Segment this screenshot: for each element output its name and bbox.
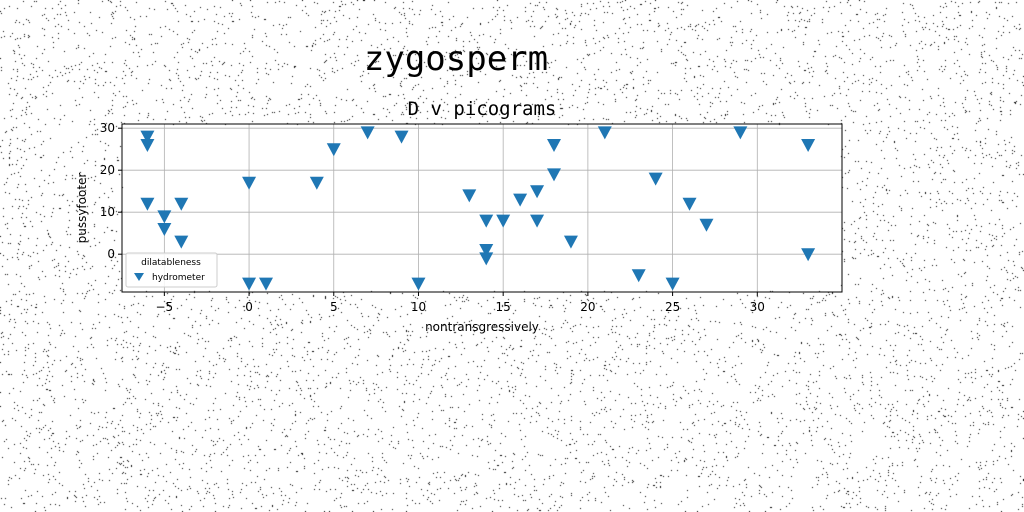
- y-tick-label: 10: [100, 205, 115, 219]
- grid-lines: [122, 124, 842, 292]
- data-point: [631, 269, 646, 283]
- data-point: [479, 214, 494, 228]
- data-point: [563, 235, 578, 249]
- chart-title: D v picograms: [408, 98, 557, 120]
- data-point: [157, 223, 172, 236]
- data-point: [597, 126, 612, 140]
- data-point: [326, 143, 341, 157]
- data-point: [174, 197, 189, 211]
- legend-title: dilatableness: [141, 258, 201, 268]
- x-tick-label: 30: [750, 300, 765, 314]
- data-point: [801, 248, 816, 262]
- data-point: [242, 277, 257, 291]
- data-point: [174, 235, 189, 249]
- legend: dilatableness hydrometer: [125, 252, 218, 288]
- data-point: [733, 126, 748, 140]
- data-point: [530, 214, 545, 228]
- data-point: [648, 172, 663, 186]
- data-points: [140, 126, 816, 291]
- data-point: [462, 189, 477, 203]
- plot-frame: [121, 123, 843, 293]
- data-point: [665, 277, 680, 291]
- data-point: [140, 197, 155, 211]
- data-point: [140, 130, 155, 144]
- data-point: [411, 277, 426, 291]
- data-point: [699, 218, 714, 232]
- axis-ticks: −5 0 5 10 15 20 25 30 0 10 20 30: [100, 121, 765, 314]
- data-point: [513, 193, 528, 207]
- data-point: [479, 252, 494, 266]
- data-point: [496, 214, 511, 228]
- x-tick-label: 15: [496, 300, 511, 314]
- x-tick-label: 20: [580, 300, 595, 314]
- legend-box: [125, 252, 218, 288]
- data-point: [360, 126, 375, 140]
- data-point: [259, 277, 273, 291]
- x-tick-label: 0: [245, 300, 253, 314]
- x-tick-label: −5: [156, 300, 174, 314]
- data-point: [140, 139, 155, 152]
- legend-entry-label: hydrometer: [152, 273, 205, 283]
- y-tick-label: 0: [107, 247, 115, 261]
- x-tick-label: 10: [411, 300, 426, 314]
- data-point: [547, 168, 561, 182]
- data-point: [801, 139, 816, 152]
- y-tick-label: 20: [100, 163, 115, 177]
- data-point: [242, 176, 257, 190]
- data-point: [157, 210, 172, 224]
- x-tick-label: 5: [330, 300, 338, 314]
- y-tick-label: 30: [100, 121, 115, 135]
- x-tick-label: 25: [665, 300, 680, 314]
- x-axis-label: nontransgressively: [425, 320, 539, 334]
- figure-suptitle: zygosperm: [364, 39, 548, 79]
- data-point: [682, 197, 697, 211]
- data-point: [309, 176, 324, 190]
- data-point: [530, 185, 545, 199]
- legend-marker-icon: [134, 273, 144, 281]
- data-point: [479, 244, 494, 257]
- data-point: [547, 139, 561, 152]
- data-point: [394, 130, 409, 144]
- y-axis-label: pussyfooter: [75, 173, 89, 244]
